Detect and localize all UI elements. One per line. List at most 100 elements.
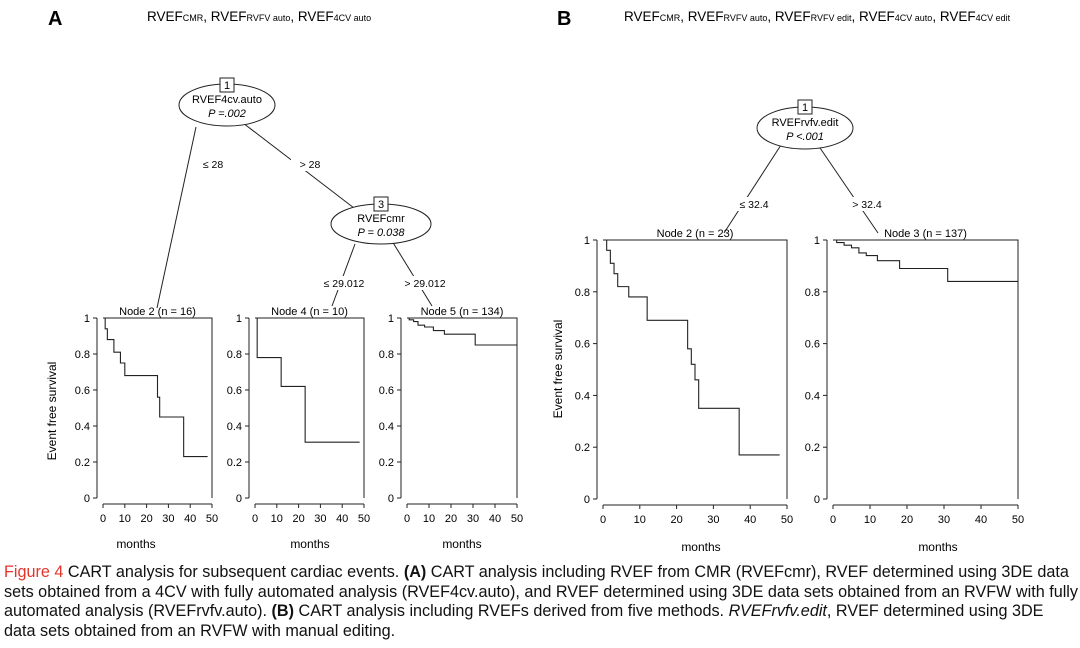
- panel-b-tree: [723, 99, 879, 234]
- header-subscript: RVFV edit: [811, 13, 852, 23]
- y-tick-label: 1: [814, 235, 820, 247]
- x-axis-title: months: [681, 540, 720, 554]
- x-tick-label: 0: [830, 514, 836, 526]
- figure-4: A RVEFCMR, RVEFRVFV auto, RVEF4CV auto B…: [45, 8, 1024, 554]
- x-tick-label: 10: [271, 513, 283, 525]
- tree-node-1-id-box: [219, 77, 235, 93]
- header-subscript: 4CV edit: [976, 13, 1011, 23]
- survival-curve: [255, 317, 360, 443]
- y-tick-label: 0.8: [75, 349, 90, 361]
- y-tick-label: 1: [388, 313, 394, 325]
- y-tick-label: 1: [584, 235, 590, 247]
- tree-node-3-id-box: [373, 196, 389, 212]
- y-tick-label: 0.6: [227, 385, 242, 397]
- x-tick-label: 20: [140, 513, 152, 525]
- tree-node-3-p: P = 0.038: [358, 227, 406, 239]
- y-tick-label: 0: [814, 494, 820, 506]
- header-subscript: RVFV auto: [724, 13, 768, 23]
- x-tick-label: 0: [252, 513, 258, 525]
- x-tick-label: 40: [489, 513, 501, 525]
- y-tick-label: 0.2: [805, 442, 820, 454]
- panel-a-tree: [156, 77, 433, 309]
- split-label: > 29.012: [404, 278, 445, 290]
- y-tick-label: 0.8: [227, 349, 242, 361]
- survival-curve: [603, 239, 780, 456]
- x-tick-label: 20: [292, 513, 304, 525]
- y-tick-label: 1: [236, 313, 242, 325]
- plot-frame: [103, 317, 213, 498]
- x-tick-label: 50: [781, 514, 793, 526]
- x-tick-label: 10: [423, 513, 435, 525]
- header-text: , RVEF: [767, 9, 810, 24]
- tree-node-1-p: P =.002: [208, 108, 246, 120]
- panel-letter-a: A: [48, 8, 62, 30]
- x-tick-label: 0: [100, 513, 106, 525]
- plot-title: Node 2 (n = 23): [657, 228, 734, 240]
- header-subscript: RVFV auto: [247, 13, 291, 23]
- plot-frame: [603, 239, 788, 499]
- tree-node-1-variable: RVEFrvfv.edit: [772, 117, 839, 129]
- x-tick-label: 40: [975, 514, 987, 526]
- split-label: ≤ 32.4: [739, 199, 768, 211]
- x-tick-label: 50: [511, 513, 523, 525]
- x-axis-title: months: [290, 537, 329, 551]
- tree-node-3-id: 3: [378, 199, 384, 211]
- header-text: RVEF: [147, 9, 183, 24]
- tree-node-1-variable: RVEF4cv.auto: [192, 94, 262, 106]
- plot-title: Node 4 (n = 10): [271, 306, 348, 318]
- header-subscript: 4CV auto: [334, 13, 372, 23]
- caption-text: CART analysis for subsequent cardiac eve…: [63, 563, 404, 581]
- y-tick-label: 0.6: [805, 339, 820, 351]
- tree-node-1-id-box: [797, 99, 813, 115]
- header-text: , RVEF: [932, 9, 975, 24]
- tree-node-1-id: 1: [224, 80, 230, 92]
- header-text: RVEF: [624, 9, 660, 24]
- x-tick-label: 0: [600, 514, 606, 526]
- header-text: , RVEF: [203, 9, 246, 24]
- x-tick-label: 30: [314, 513, 326, 525]
- y-tick-label: 0.6: [379, 385, 394, 397]
- x-tick-label: 40: [184, 513, 196, 525]
- header-text: , RVEF: [290, 9, 333, 24]
- x-tick-label: 30: [162, 513, 174, 525]
- y-tick-label: 0.8: [379, 349, 394, 361]
- y-tick-label: 0.8: [805, 287, 820, 299]
- y-tick-label: 0.4: [805, 390, 820, 402]
- x-tick-label: 30: [467, 513, 479, 525]
- x-tick-label: 20: [670, 514, 682, 526]
- x-tick-label: 20: [445, 513, 457, 525]
- x-tick-label: 30: [707, 514, 719, 526]
- x-axis-title: months: [442, 537, 481, 551]
- x-tick-label: 40: [336, 513, 348, 525]
- x-tick-label: 40: [744, 514, 756, 526]
- survival-curve: [407, 317, 517, 346]
- split-label: > 32.4: [852, 199, 882, 211]
- caption-term: RVEFrvfv.edit: [728, 602, 827, 620]
- y-tick-label: 0.2: [379, 457, 394, 469]
- x-tick-label: 20: [901, 514, 913, 526]
- y-tick-label: 0.4: [379, 421, 394, 433]
- y-tick-label: 0: [388, 493, 394, 505]
- y-tick-label: 0: [84, 493, 90, 505]
- header-text: , RVEF: [680, 9, 723, 24]
- header-subscript: CMR: [183, 13, 204, 23]
- x-tick-label: 10: [864, 514, 876, 526]
- header-subscript: CMR: [660, 13, 681, 23]
- plot-title: Node 3 (n = 137): [884, 228, 967, 240]
- y-tick-label: 1: [84, 313, 90, 325]
- caption-panel-ref: (B): [271, 602, 294, 620]
- tree-node-1-p: P <.001: [786, 131, 824, 143]
- panel-b-header: RVEFCMR, RVEFRVFV auto, RVEFRVFV edit, R…: [624, 9, 1011, 24]
- x-tick-label: 50: [358, 513, 370, 525]
- y-tick-label: 0: [236, 493, 242, 505]
- y-tick-label: 0: [584, 494, 590, 506]
- x-tick-label: 50: [1012, 514, 1024, 526]
- header-text: , RVEF: [852, 9, 895, 24]
- x-tick-label: 50: [206, 513, 218, 525]
- x-tick-label: 0: [404, 513, 410, 525]
